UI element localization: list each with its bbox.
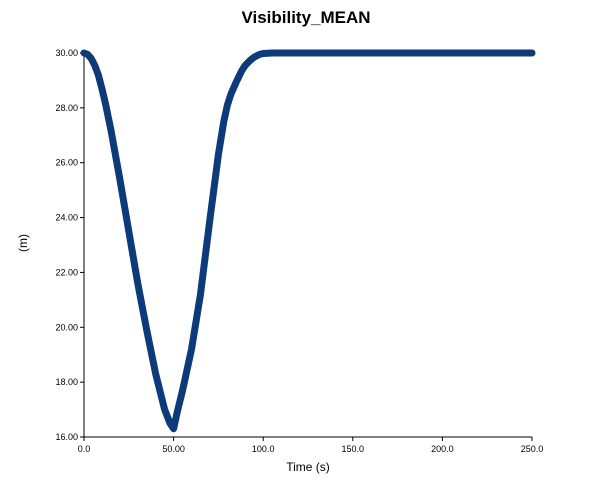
series-group xyxy=(80,49,536,433)
chart-title: Visibility_MEAN xyxy=(241,8,370,27)
x-tick-label: 150.0 xyxy=(342,444,365,454)
y-axis-label: (m) xyxy=(16,234,30,252)
x-tick-label: 100.0 xyxy=(252,444,275,454)
y-tick-label: 24.00 xyxy=(55,213,78,223)
y-tick-label: 30.00 xyxy=(55,48,78,58)
plot-area: 16.00 18.00 20.00 22.00 24.00 26.00 28.00 30.00… xyxy=(55,48,543,454)
y-tick-label: 26.00 xyxy=(55,158,78,168)
y-tick-label: 18.00 xyxy=(55,377,78,387)
x-tick-label: 200.0 xyxy=(431,444,454,454)
x-tick-label: 0.0 xyxy=(78,444,91,454)
y-axis-ticks: 16.00 18.00 20.00 22.00 24.00 26.00 28.00 30.00 xyxy=(55,48,84,442)
x-tick-label: 50.00 xyxy=(162,444,185,454)
x-axis-ticks: 0.0 50.00 100.0 150.0 200.0 250.0 xyxy=(78,437,544,454)
x-tick-label: 250.0 xyxy=(521,444,544,454)
series-line xyxy=(80,49,536,433)
y-tick-label: 28.00 xyxy=(55,103,78,113)
x-axis-label: Time (s) xyxy=(286,460,330,474)
y-tick-label: 16.00 xyxy=(55,432,78,442)
y-tick-label: 20.00 xyxy=(55,322,78,332)
y-tick-label: 22.00 xyxy=(55,267,78,277)
